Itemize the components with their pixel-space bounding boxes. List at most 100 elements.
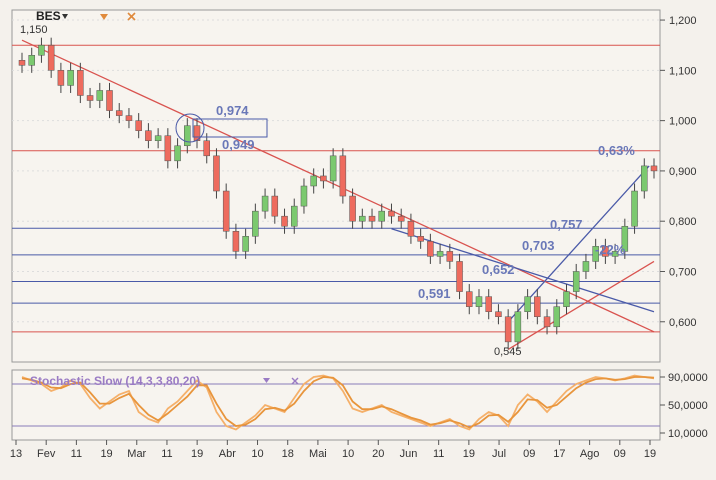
trendline bbox=[21, 39, 655, 333]
candle bbox=[524, 296, 531, 312]
annotation-label: 0,545 bbox=[494, 346, 522, 358]
candle bbox=[621, 225, 629, 252]
candle bbox=[184, 125, 191, 147]
trendline bbox=[507, 165, 650, 323]
candle bbox=[252, 210, 259, 237]
annotation-label: -22% bbox=[595, 242, 626, 257]
stochastic-title: Stochastic Slow (14,3,3,80,20) bbox=[30, 374, 200, 388]
candle bbox=[650, 165, 658, 172]
candle bbox=[602, 246, 609, 257]
candle bbox=[378, 210, 386, 222]
candle bbox=[495, 311, 502, 317]
candle bbox=[641, 165, 648, 192]
stoch-tick-label: 50,0000 bbox=[668, 400, 708, 412]
candle bbox=[475, 296, 483, 307]
candle bbox=[417, 236, 424, 242]
candle bbox=[38, 44, 45, 56]
candle bbox=[242, 236, 249, 252]
symbol-label[interactable]: BES bbox=[36, 9, 61, 23]
candle bbox=[631, 190, 638, 227]
stochastic-panel: 90,0000 50,0000 10,0000 bbox=[11, 369, 708, 441]
candle bbox=[514, 311, 522, 343]
x-tick-label: Mar bbox=[127, 448, 146, 460]
x-tick-label: 19 bbox=[191, 448, 203, 460]
candle bbox=[582, 261, 590, 272]
x-tick-label: Jul bbox=[492, 448, 506, 460]
triangle-down-icon[interactable] bbox=[62, 14, 68, 19]
price-panel: 1,200 1,100 1,000 0,900 0,800 0,700 0,600 1,150… bbox=[11, 9, 697, 363]
x-tick-label: Ago bbox=[580, 448, 600, 460]
candle bbox=[543, 316, 551, 328]
trendline bbox=[391, 228, 655, 313]
candle bbox=[232, 231, 240, 252]
candle bbox=[47, 44, 55, 71]
x-tick-label: 11 bbox=[71, 448, 82, 460]
x-tick-label: 11 bbox=[433, 448, 444, 460]
annotation-label: 0,757 bbox=[550, 217, 583, 232]
stoch-dropdown-icon[interactable] bbox=[263, 378, 270, 383]
candle bbox=[388, 210, 395, 217]
candle bbox=[359, 215, 366, 222]
x-tick-label: 17 bbox=[553, 448, 565, 460]
candle bbox=[300, 185, 308, 207]
x-icon[interactable] bbox=[127, 12, 136, 21]
candle bbox=[466, 291, 473, 307]
x-tick-label: 19 bbox=[644, 448, 656, 460]
candle bbox=[397, 215, 405, 222]
stoch-close-icon[interactable] bbox=[291, 377, 299, 385]
candle bbox=[320, 175, 327, 182]
y-tick-label: 0,700 bbox=[669, 266, 697, 278]
candle bbox=[57, 70, 65, 86]
y-tick-label: 1,200 bbox=[669, 15, 697, 27]
annotation-label: 1,150 bbox=[20, 24, 48, 36]
candle bbox=[310, 175, 317, 187]
candle bbox=[106, 90, 113, 111]
candle bbox=[611, 251, 619, 257]
candle bbox=[18, 60, 26, 66]
candle bbox=[290, 205, 298, 227]
x-tick-label: Abr bbox=[219, 448, 236, 460]
y-tick-label: 0,900 bbox=[669, 166, 697, 178]
x-tick-label: 18 bbox=[282, 448, 294, 460]
candle bbox=[368, 215, 376, 222]
stoch-series-line bbox=[21, 374, 655, 431]
candle bbox=[339, 155, 347, 197]
candle bbox=[281, 215, 288, 227]
candle bbox=[592, 246, 599, 262]
y-tick-label: 1,100 bbox=[669, 65, 697, 77]
candle bbox=[261, 195, 269, 212]
candle bbox=[96, 90, 104, 101]
x-tick-label: 10 bbox=[251, 448, 263, 460]
y-tick-label: 1,000 bbox=[669, 116, 697, 128]
candle bbox=[67, 70, 74, 86]
x-tick-label: 09 bbox=[614, 448, 626, 460]
candle bbox=[222, 190, 230, 232]
candle bbox=[407, 220, 415, 237]
annotation-label: 0,949 bbox=[222, 137, 255, 152]
y-tick-label: 0,600 bbox=[669, 317, 697, 329]
x-tick-label: Jun bbox=[400, 448, 418, 460]
candle bbox=[271, 195, 279, 217]
stoch-tick-label: 10,0000 bbox=[668, 428, 708, 440]
candle bbox=[135, 120, 142, 131]
candle bbox=[28, 55, 35, 66]
annotation-box bbox=[192, 118, 268, 138]
candle bbox=[193, 125, 201, 141]
candle bbox=[446, 251, 454, 262]
annotation-label: 0,652 bbox=[482, 262, 515, 277]
x-tick-label: Fev bbox=[37, 448, 56, 460]
candle bbox=[553, 306, 561, 328]
x-tick-label: 20 bbox=[372, 448, 384, 460]
annotation-circle bbox=[175, 113, 205, 143]
x-axis: 13 Fev 11 19 Mar 11 19 Abr 10 18 Mai 10 20 Jun 11 19 Jul… bbox=[10, 440, 656, 460]
candle bbox=[534, 296, 541, 317]
dropdown-arrow-icon[interactable] bbox=[100, 14, 108, 20]
trendline bbox=[507, 260, 655, 350]
candle bbox=[329, 155, 337, 182]
candle bbox=[563, 291, 570, 307]
candle bbox=[456, 261, 463, 292]
x-tick-label: 19 bbox=[463, 448, 475, 460]
y-tick-label: 0,800 bbox=[669, 216, 697, 228]
candle bbox=[145, 130, 152, 141]
x-tick-label: 19 bbox=[100, 448, 112, 460]
